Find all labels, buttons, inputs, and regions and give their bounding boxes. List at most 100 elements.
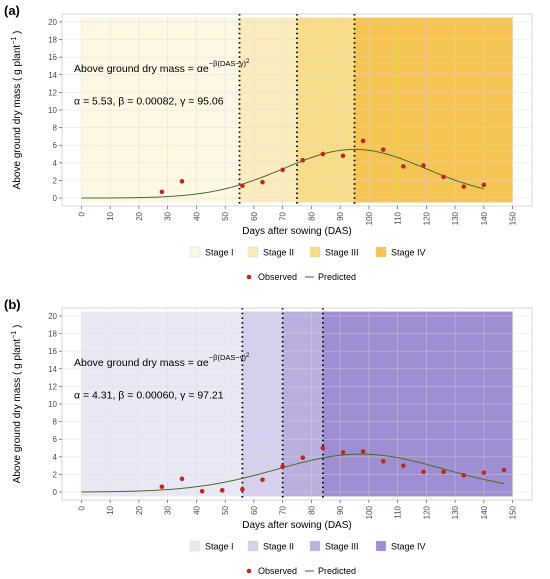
observed-point (240, 487, 245, 492)
legend-label-stage-1: Stage I (205, 248, 234, 258)
x-tick-label: 150 (509, 211, 518, 225)
y-tick-label: 12 (48, 382, 57, 391)
y-axis-title-sup: −1 (11, 37, 18, 45)
observed-point (441, 174, 446, 180)
legend-observed-label: Observed (258, 566, 297, 576)
observed-point (360, 138, 366, 144)
observed-point (401, 463, 406, 468)
y-tick-label: 10 (48, 400, 57, 409)
x-tick-label: 120 (422, 211, 431, 225)
legend-observed-marker (246, 274, 252, 280)
observed-point (159, 484, 165, 490)
y-axis-title-close: ) (12, 31, 23, 37)
equation-exponent-power: 2 (246, 59, 250, 65)
y-tick-label: 16 (48, 347, 57, 356)
observed-point (401, 164, 406, 169)
x-tick-label: 60 (250, 505, 259, 514)
observed-point (240, 183, 245, 189)
y-tick-label: 20 (48, 312, 57, 321)
observed-point (441, 469, 446, 475)
observed-point (320, 445, 326, 451)
x-tick-label: 130 (451, 505, 460, 519)
observed-point (280, 464, 285, 469)
x-tick-label: 130 (451, 211, 460, 225)
panel-label: (b) (4, 297, 21, 312)
observed-point (260, 477, 265, 483)
legend-swatch-stage-3 (309, 540, 321, 552)
observed-point (421, 163, 426, 168)
x-tick-label: 20 (135, 505, 144, 514)
y-tick-label: 14 (48, 71, 57, 80)
y-axis-title-main: Above ground dry mass ( g plant (12, 339, 23, 484)
y-tick-label: 18 (48, 330, 57, 339)
y-tick-label: 6 (53, 141, 58, 150)
observed-point (199, 488, 205, 494)
x-tick-label: 20 (135, 211, 144, 220)
observed-point (481, 182, 487, 188)
legend-predicted-label: Predicted (318, 566, 356, 576)
equation-exponent: −β(DAS−γ) (209, 59, 247, 68)
equation-text: Above ground dry mass = αe−β(DAS−γ)2 (74, 353, 250, 369)
legend: Stage I Stage II Stage III Stage IV Observed… (189, 540, 426, 576)
observed-point (380, 458, 386, 464)
observed-point (501, 467, 507, 473)
equation-exponent-power: 2 (246, 353, 250, 359)
y-tick-label: 2 (53, 176, 58, 185)
x-tick-label: 80 (307, 505, 316, 514)
chart-panel-1: 0 2 4 6 8 10 12 14 16 18 20 0 10 20 30 40 50 60 70 80 90 100 1… (4, 3, 533, 282)
legend-predicted-label: Predicted (318, 272, 356, 282)
observed-point (340, 153, 346, 159)
x-tick-label: 90 (336, 211, 345, 220)
observed-point (340, 450, 346, 455)
observed-point (300, 157, 306, 163)
legend-label-stage-4: Stage IV (391, 248, 426, 258)
x-tick-label: 150 (509, 505, 518, 519)
legend-label-stage-3: Stage III (325, 248, 359, 258)
x-tick-label: 70 (279, 505, 288, 514)
y-axis-title-close: ) (12, 325, 23, 331)
panel-label: (a) (4, 3, 20, 18)
predicted-curve (81, 453, 505, 493)
legend-observed-label: Observed (258, 272, 297, 282)
x-tick-label: 10 (106, 505, 115, 514)
x-tick-label: 50 (221, 505, 230, 514)
legend-swatch-stage-4 (375, 246, 387, 258)
x-tick-label: 110 (394, 211, 403, 224)
equation-params: α = 5.53, β = 0.00082, γ = 95.06 (74, 96, 224, 108)
x-axis-title: Days after sowing (DAS) (242, 226, 351, 237)
legend-label-stage-1: Stage I (205, 542, 234, 552)
x-tick-label: 50 (221, 211, 230, 220)
legend-swatch-stage-3 (309, 246, 321, 258)
x-tick-label: 70 (279, 211, 288, 220)
y-tick-label: 0 (53, 194, 58, 203)
observed-point (179, 179, 185, 184)
x-tick-label: 40 (192, 505, 201, 514)
observed-point (219, 488, 225, 493)
observed-point (300, 455, 306, 461)
y-tick-label: 12 (48, 88, 57, 97)
y-axis-title: Above ground dry mass ( g plant−1 ) (11, 325, 23, 484)
x-tick-label: 90 (336, 505, 345, 514)
x-tick-label: 60 (250, 211, 259, 220)
x-tick-label: 40 (192, 211, 201, 220)
y-tick-label: 0 (53, 488, 58, 497)
legend-swatch-stage-1 (189, 246, 201, 258)
y-tick-label: 14 (48, 365, 57, 374)
x-tick-label: 140 (480, 211, 489, 225)
observed-point (481, 470, 487, 475)
legend-label-stage-2: Stage II (263, 542, 294, 552)
y-axis-title-sup: −1 (11, 331, 18, 339)
legend-swatch-stage-2 (247, 246, 259, 258)
x-tick-label: 140 (480, 505, 489, 519)
y-tick-label: 18 (48, 36, 57, 45)
legend: Stage I Stage II Stage III Stage IV Observed… (189, 246, 426, 282)
x-tick-label: 10 (106, 211, 115, 220)
y-tick-label: 16 (48, 53, 57, 62)
legend-label-stage-2: Stage II (263, 248, 294, 258)
chart-panel-2: 0 2 4 6 8 10 12 14 16 18 20 0 10 20 30 40 50 60 70 80 90 100 1… (4, 297, 533, 576)
legend-swatch-stage-4 (375, 540, 387, 552)
observed-point (421, 469, 426, 475)
y-tick-label: 8 (53, 124, 58, 133)
x-tick-label: 80 (307, 211, 316, 220)
equation-exponent: −β(DAS−γ) (209, 353, 247, 362)
